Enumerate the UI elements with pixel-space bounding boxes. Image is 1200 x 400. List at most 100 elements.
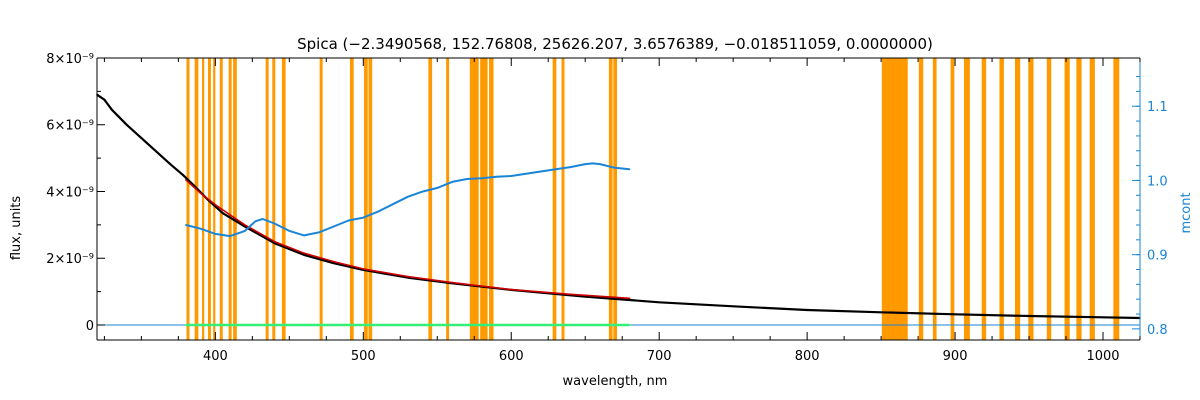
axes: 400 500 600 700 800 900 1000 0 2×10⁻⁹ 4×10⁻⁹ 6×10⁻… [46,52,1167,364]
masked-region-37 [1113,58,1120,340]
masked-region-13 [364,58,368,340]
masked-region-5 [219,58,223,340]
point-residual-2 [214,324,217,326]
point-model-4 [244,224,246,226]
y-tick-label-2: 4×10⁻⁹ [46,185,94,200]
masked-region-18 [480,58,488,340]
series-observed [96,93,1141,320]
masked-region-7 [233,58,237,340]
point-residual-3 [229,324,231,326]
masked-region-10 [281,58,286,340]
point-model-5 [273,240,276,243]
point-residual-4 [244,324,246,326]
point-mcont-0 [185,224,187,226]
point-mcont-19 [451,181,453,183]
masked-region-2 [202,58,205,340]
point-mcont-7 [273,222,276,225]
point-observed-10 [222,212,224,214]
point-mcont-25 [540,170,542,173]
masked-region-14 [368,58,373,340]
y-tick-label-0: 0 [86,319,94,334]
masked-region-27 [950,58,955,340]
masked-region-4 [213,58,216,340]
point-mcont-32 [628,168,631,171]
point-mcont-20 [466,178,468,180]
point-residual-7 [332,324,335,326]
point-residual-10 [451,324,453,326]
point-mcont-18 [436,187,439,189]
masked-region-0 [186,58,190,340]
point-mcont-15 [392,203,394,205]
point-observed-25 [1028,315,1030,317]
point-mcont-28 [584,163,586,165]
masked-region-19 [489,58,494,340]
data-series [96,93,1141,327]
point-mcont-5 [254,220,257,223]
masked-region-33 [1046,58,1052,340]
point-mcont-16 [406,196,409,198]
point-mcont-23 [510,175,512,177]
point-mcont-6 [261,218,264,220]
point-residual-5 [273,324,276,326]
masked-region-20 [552,58,557,340]
y-tick-label-1: 2×10⁻⁹ [46,252,94,267]
y-tick-label-4: 8×10⁻⁹ [46,52,94,67]
point-model-6 [303,252,305,254]
point-mcont-21 [480,177,483,179]
point-residual-1 [199,324,202,326]
point-observed-22 [806,309,808,311]
y2-tick-label-2: 1.0 [1147,174,1168,189]
masked-region-3 [207,58,211,340]
point-model-13 [628,297,631,300]
point-observed-5 [155,150,157,153]
masked-region-16 [446,58,450,340]
point-mcont-9 [303,234,305,237]
masked-region-32 [1028,58,1034,340]
point-mcont-8 [288,230,291,232]
point-model-9 [406,275,409,278]
x-axis-label: wavelength, nm [563,374,668,389]
masked-region-9 [272,58,276,340]
point-model-11 [510,288,512,291]
point-mcont-13 [362,216,365,219]
x-tick-label-2: 600 [499,349,524,364]
point-observed-11 [244,225,246,228]
masked-region-15 [428,58,433,340]
masked-region-23 [613,58,618,340]
masked-region-8 [265,58,269,340]
point-observed-21 [732,305,734,308]
point-model-2 [214,204,217,206]
point-observed-12 [273,242,276,244]
point-residual-0 [185,324,187,326]
point-mcont-1 [199,227,202,230]
masked-region-35 [1076,58,1082,340]
right-axis-label: mcont [1179,192,1194,233]
point-observed-23 [880,311,882,314]
point-model-10 [451,281,453,284]
masked-region-34 [1064,58,1070,340]
y2-tick-label-1: 0.9 [1147,249,1168,264]
x-tick-label-1: 500 [351,349,376,364]
masked-region-11 [319,58,323,340]
point-observed-19 [584,295,586,298]
point-model-3 [229,214,231,216]
y-tick-label-3: 6×10⁻⁹ [46,119,94,134]
point-model-8 [362,268,365,270]
masked-regions [186,58,1120,340]
point-mcont-2 [214,233,217,235]
point-model-12 [569,293,572,296]
point-residual-12 [569,324,572,326]
point-mcont-12 [347,219,350,222]
point-model-0 [185,179,187,181]
masked-region-22 [608,58,613,340]
series-model [185,179,630,300]
masked-region-36 [1089,58,1095,340]
masked-region-28 [963,58,970,340]
point-mcont-4 [244,230,246,232]
point-mcont-3 [229,235,231,237]
y2-tick-label-0: 0.8 [1147,323,1168,338]
point-mcont-10 [318,231,320,234]
masked-region-12 [349,58,354,340]
point-observed-20 [658,301,660,304]
